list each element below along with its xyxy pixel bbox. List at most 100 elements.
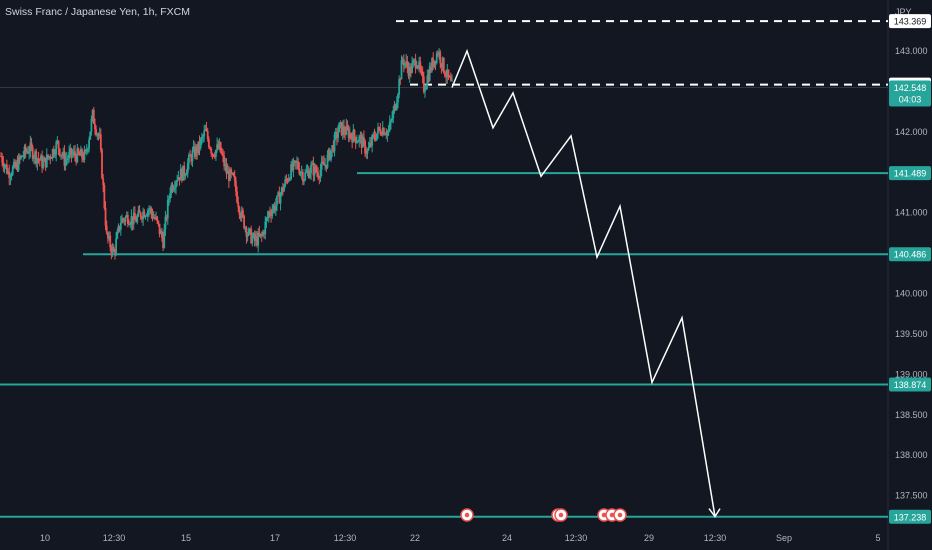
- support-level-label-3: 137.238: [894, 512, 927, 522]
- candle-body-3: [3, 165, 6, 168]
- candle-body-305: [358, 136, 361, 142]
- candle-body-371: [435, 53, 438, 64]
- candle-body-288: [338, 122, 341, 133]
- candle-body-295: [346, 125, 349, 129]
- candle-body-253: [297, 161, 300, 169]
- candle-body-372: [437, 53, 439, 55]
- candle-body-340: [399, 78, 402, 80]
- candle-body-187: [219, 142, 222, 153]
- candle-body-160: [188, 154, 190, 164]
- candle-body-354: [415, 65, 418, 69]
- candle-body-73: [85, 150, 88, 152]
- price-tag-label-0: 143.369: [894, 17, 927, 27]
- candle-body-100: [117, 225, 120, 232]
- candle-body-182: [213, 156, 216, 158]
- candle-body-233: [273, 205, 276, 211]
- candle-body-329: [386, 130, 389, 136]
- candle-body-345: [405, 61, 408, 64]
- candle-body-67: [78, 153, 81, 156]
- candle-body-330: [387, 130, 390, 132]
- candle-body-89: [104, 207, 107, 226]
- candle-body-317: [372, 134, 375, 136]
- candle-body-307: [360, 135, 363, 148]
- candle-body-298: [350, 133, 352, 137]
- candle-body-105: [123, 219, 126, 222]
- candle-body-328: [385, 134, 388, 136]
- y-tick-label-5: 139.000: [895, 369, 928, 379]
- candle-body-249: [292, 161, 295, 170]
- candle-body-353: [414, 59, 417, 69]
- candle-body-269: [316, 171, 318, 173]
- candle-body-70: [82, 157, 85, 160]
- candle-body-289: [339, 122, 342, 124]
- candle-body-83: [97, 134, 100, 136]
- candle-body-161: [189, 154, 191, 157]
- support-level-label-0: 141.489: [894, 169, 927, 179]
- candle-body-110: [129, 224, 132, 226]
- candle-body-168: [197, 141, 200, 153]
- candle-body-115: [135, 219, 137, 223]
- candle-body-2: [2, 162, 5, 168]
- support-level-tag-1: [889, 247, 931, 262]
- candle-body-216: [253, 233, 256, 241]
- candle-body-76: [89, 131, 92, 140]
- candle-body-382: [448, 76, 451, 78]
- candle-body-364: [427, 75, 430, 81]
- projection-arrowhead: [708, 508, 721, 518]
- y-tick-label-1: 142.000: [895, 127, 928, 137]
- candle-body-107: [125, 215, 128, 218]
- candle-body-145: [170, 185, 173, 194]
- x-tick-label-1: 12:30: [103, 533, 126, 543]
- candle-body-28: [32, 157, 35, 159]
- candle-body-9: [10, 174, 13, 177]
- candle-body-338: [397, 94, 399, 103]
- candle-body-8: [9, 176, 12, 179]
- candle-body-122: [143, 211, 146, 218]
- candle-body-204: [239, 214, 242, 219]
- candle-body-314: [368, 142, 371, 148]
- y-tick-label-8: 137.500: [895, 491, 928, 501]
- candle-body-197: [231, 172, 234, 174]
- candle-body-74: [87, 148, 89, 151]
- candle-body-158: [185, 172, 188, 176]
- candle-body-128: [150, 208, 153, 214]
- candle-body-131: [153, 217, 156, 219]
- candle-body-124: [145, 215, 148, 217]
- candle-body-215: [252, 233, 255, 238]
- candle-body-370: [434, 60, 437, 64]
- candle-body-184: [216, 144, 219, 150]
- candle-body-246: [289, 178, 291, 180]
- candle-body-290: [340, 122, 343, 135]
- x-tick-label-4: 12:30: [334, 533, 357, 543]
- candle-body-58: [68, 152, 71, 159]
- candle-body-174: [204, 129, 207, 131]
- candle-body-0: [0, 156, 2, 158]
- candle-body-200: [234, 180, 237, 192]
- candle-body-218: [256, 236, 258, 246]
- candle-body-12: [14, 161, 16, 168]
- candle-body-351: [412, 60, 415, 64]
- y-tick-label-4: 139.500: [895, 329, 928, 339]
- candle-body-257: [301, 172, 304, 182]
- candle-body-40: [47, 154, 49, 158]
- candle-body-274: [321, 161, 324, 163]
- x-tick-label-0: 10: [40, 533, 50, 543]
- candle-body-112: [131, 216, 134, 225]
- candle-body-238: [279, 194, 282, 204]
- candle-body-109: [128, 223, 130, 225]
- support-level-tag-2: [889, 377, 931, 392]
- candle-body-198: [232, 172, 235, 176]
- candle-body-29: [34, 151, 36, 158]
- candle-body-363: [426, 75, 429, 87]
- candle-body-311: [365, 153, 368, 155]
- candle-body-99: [116, 231, 119, 239]
- candle-body-323: [379, 129, 382, 134]
- candle-body-69: [81, 149, 83, 158]
- candle-body-21: [24, 146, 27, 153]
- candle-body-133: [156, 216, 159, 221]
- candle-body-56: [65, 158, 68, 160]
- candle-body-37: [43, 157, 46, 162]
- candle-body-355: [417, 65, 419, 68]
- y-tick-label-7: 138.000: [895, 450, 928, 460]
